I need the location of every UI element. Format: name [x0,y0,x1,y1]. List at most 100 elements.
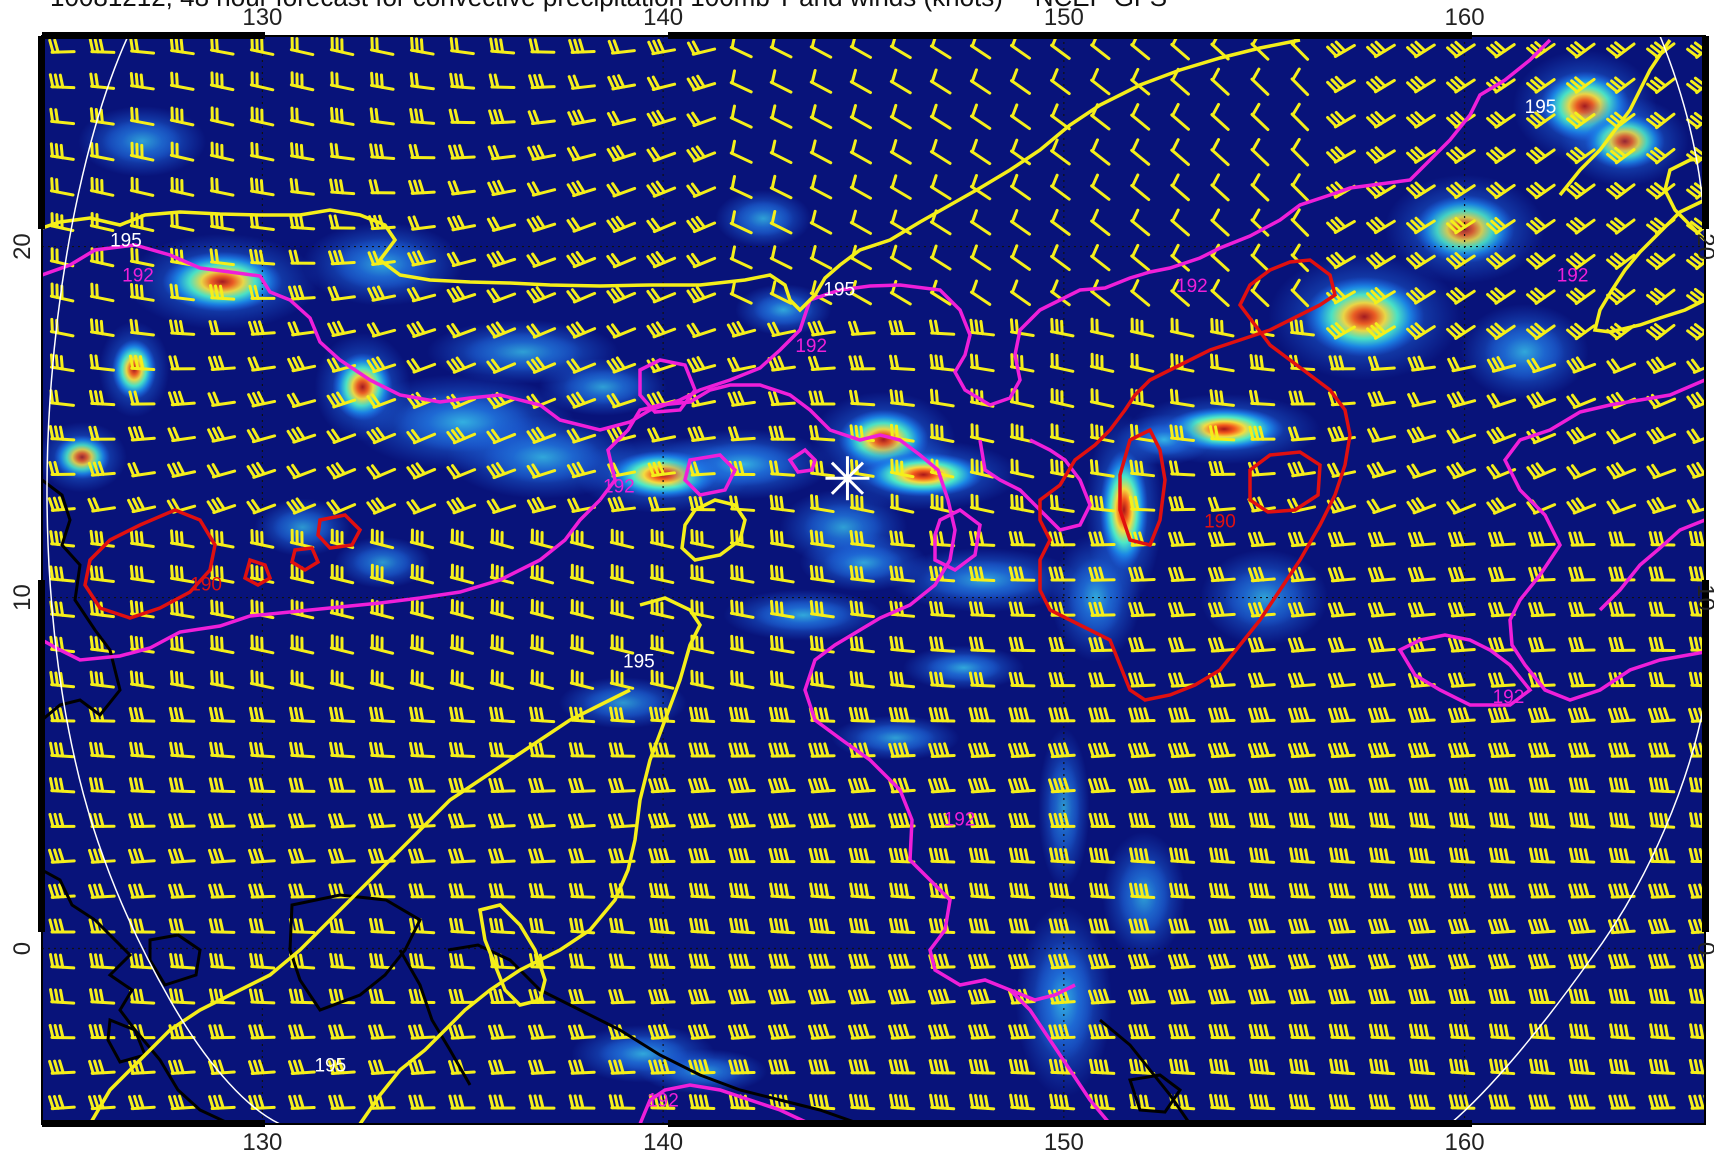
wind-barb [1608,953,1636,970]
wind-barb [329,563,355,585]
wind-barb [1088,812,1116,828]
wind-barb [128,1094,156,1111]
wind-barb [568,988,596,1005]
wind-barb [1367,672,1396,688]
wind-barb [1289,847,1316,864]
wind-barb [448,777,476,793]
wind-barb [848,706,876,723]
wind-barb [87,497,116,513]
wind-barb [1008,953,1036,970]
wind-barb [929,279,952,306]
wind-barb [1568,742,1596,758]
wind-barb [446,497,477,515]
wind-barb [1566,356,1597,374]
wind-barb [486,358,517,374]
wind-barb [569,598,595,620]
wind-barb [528,1094,556,1110]
wind-barb [968,847,996,864]
wind-barb [1130,103,1151,131]
wind-barb [329,669,355,690]
temperature-contour-192 [42,38,1705,1124]
wind-barb [446,285,477,303]
wind-barb [448,883,476,899]
wind-barb [168,1059,196,1075]
wind-barb [529,598,555,620]
wind-barb [1568,1094,1596,1110]
wind-barb [129,72,155,91]
lon-tick-label-bottom: 150 [1044,1129,1084,1156]
wind-barb [689,917,716,935]
wind-barb [526,463,557,479]
contour-label: 195 [623,652,655,673]
wind-barb [1488,742,1516,758]
wind-barb [168,706,196,723]
wind-barb [968,812,996,829]
wind-barb [288,285,316,301]
wind-barb [1327,462,1357,478]
wind-barb [1328,742,1356,759]
wind-barb [889,635,916,654]
wind-barb [488,73,516,89]
wind-barb [1129,352,1155,373]
wind-barb [1526,217,1556,235]
wind-barb [849,68,872,95]
lon-tick-label-top: 130 [242,4,282,31]
wind-barb [168,988,196,1005]
wind-barb [1526,462,1557,480]
wind-barb [209,741,236,759]
wind-barb [209,599,235,619]
wind-barb [1210,208,1230,237]
wind-barb [769,670,795,690]
wind-barb [1368,883,1396,899]
wind-barb [967,988,996,1005]
wind-barb [369,71,395,91]
wind-barb [1168,777,1196,794]
wind-barb [207,426,237,443]
wind-barb [1170,138,1190,166]
wind-barb [248,883,276,899]
wind-barb [209,212,235,232]
wind-barb [567,74,596,90]
wind-barb [968,1023,996,1040]
wind-barb [287,321,316,337]
wind-barb [689,564,715,584]
wind-barb [1526,111,1556,129]
wind-barb [1130,279,1151,307]
wind-barb [889,174,912,200]
wind-barb [929,353,955,372]
wind-barb [1167,742,1196,759]
wind-barb [1526,391,1557,409]
wind-barb [1406,181,1436,199]
wind-barb [1486,426,1517,444]
wind-barb [1528,601,1556,618]
wind-barb [809,600,835,619]
wind-barb [1287,742,1316,759]
wind-barb [1089,494,1116,513]
wind-barb [209,141,235,162]
wind-barb [1488,777,1516,793]
wind-barb [566,428,597,444]
wind-barb [327,285,356,302]
asterisk-stroke [830,461,865,495]
wind-barb [326,391,357,409]
wind-barb [969,458,995,479]
wind-barb [1290,67,1310,97]
wind-barb [929,244,952,271]
wind-barb [769,460,796,477]
wind-barb [929,388,955,408]
wind-barb [1130,138,1151,166]
wind-barb [447,215,477,232]
wind-barb [1326,216,1356,234]
wind-barb [889,279,912,306]
wind-barb [328,1094,356,1110]
wind-barb [169,741,196,759]
wind-barb [208,918,236,934]
wind-barb [1407,355,1436,372]
lat-tick-label-left: 20 [9,233,36,260]
wind-barb [1648,1058,1676,1075]
wind-barb [1448,1023,1476,1040]
wind-barb [1008,777,1036,794]
wind-barb [1248,777,1276,794]
wind-barb [728,1059,756,1075]
